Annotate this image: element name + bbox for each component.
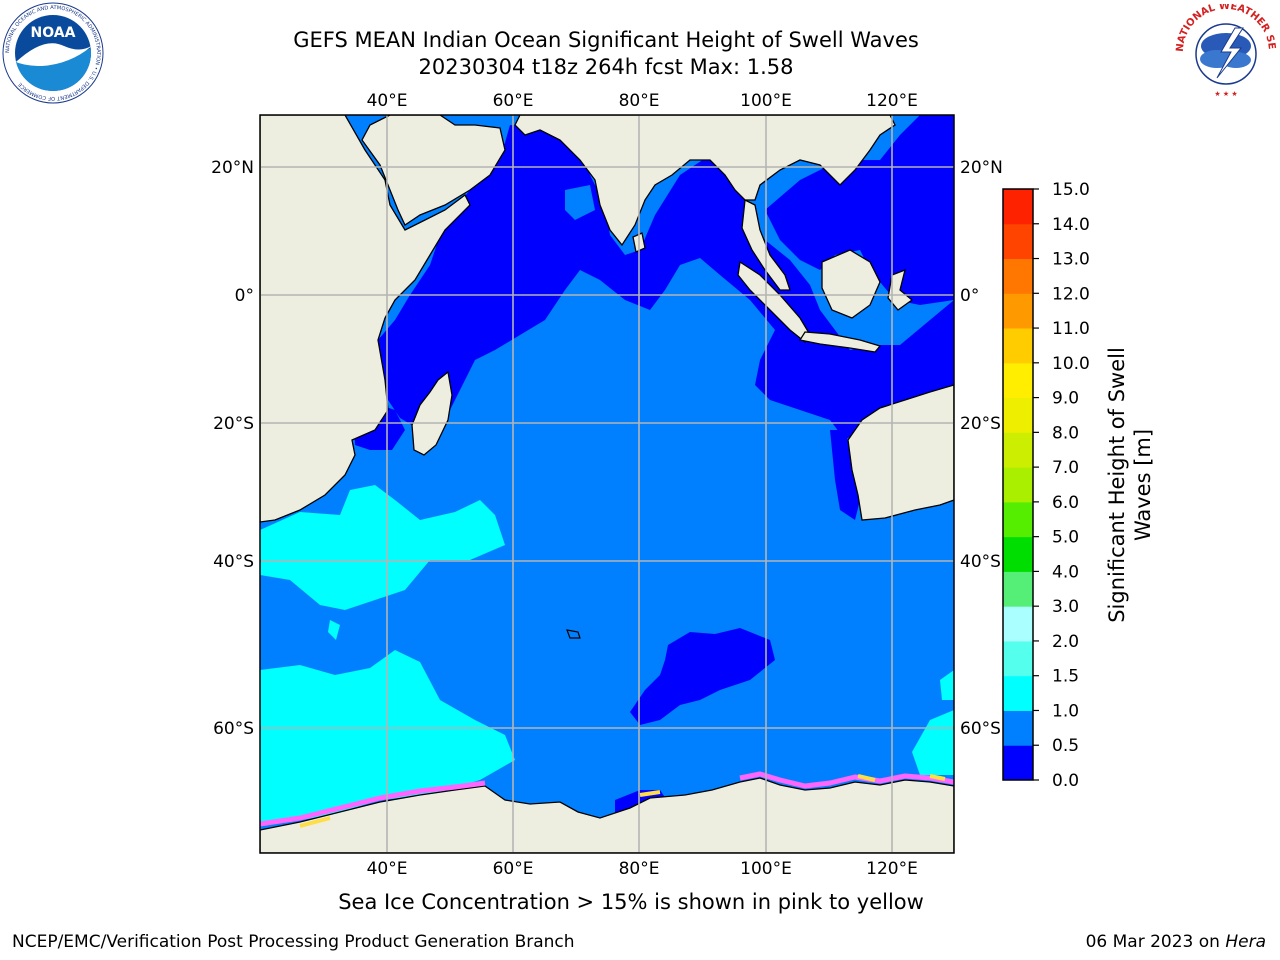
kerguelen-island [566,629,581,639]
lon-tick-bottom: 100°E [740,859,792,879]
lon-tick-top: 60°E [493,91,534,111]
colorbar-tick-label: 0.0 [1052,771,1079,791]
colorbar-tick-label: 12.0 [1052,284,1090,304]
land-masses [260,115,954,853]
lon-tick-top: 80°E [619,91,660,111]
colorbar-tick-label: 7.0 [1052,458,1079,478]
lat-tick-left: 60°S [213,719,254,739]
colorbar-tick-label: 13.0 [1052,250,1090,270]
footer-date: 06 Mar 2023 on Hera [1086,932,1266,952]
lat-tick-left: 40°S [213,552,254,572]
colorbar-segment [1003,640,1033,677]
svg-text:★ ★ ★: ★ ★ ★ [1214,90,1237,98]
sea-ice-edge [260,771,954,828]
lon-tick-top: 40°E [367,91,408,111]
lat-tick-left: 20°N [211,158,254,178]
colorbar-tick-label: 1.0 [1052,701,1079,721]
map-frame [259,114,955,854]
colorbar-segment [1003,501,1033,538]
nws-logo: NATIONAL WEATHER SERVICE ★ ★ ★ [1175,4,1277,98]
colorbar-title-line1: Significant Height of Swell [1105,347,1129,623]
footer-date-text: 06 Mar 2023 on [1085,932,1226,952]
colorbar-tick-label: 0.5 [1052,736,1079,756]
map-title: GEFS MEAN Indian Ocean Significant Heigh… [293,28,919,52]
noaa-logo: NATIONAL OCEANIC AND ATMOSPHERIC ADMINIS… [2,2,104,104]
colorbar-tick-label: 2.0 [1052,632,1079,652]
colorbar-tick-label: 11.0 [1052,319,1090,339]
colorbar-segment [1003,606,1033,642]
colorbar-frame [1002,188,1034,781]
colorbar-tick-label: 10.0 [1052,354,1090,374]
colorbar-segment [1003,745,1033,781]
sea-ice-caption: Sea Ice Concentration > 15% is shown in … [338,890,924,914]
colorbar-segment [1003,189,1033,225]
footer-producer: NCEP/EMC/Verification Post Processing Pr… [12,932,575,952]
lon-tick-bottom: 40°E [367,859,408,879]
colorbar-tick-label: 6.0 [1052,493,1079,513]
colorbar-tick-label: 14.0 [1052,215,1090,235]
colorbar-segment [1003,432,1033,468]
graticule [260,115,954,853]
colorbar-labels: 0.0 0.5 1.0 1.5 2.0 3.0 4.0 5.0 6.0 7.0 8.0 9.0 10.0… [1052,180,1090,791]
colorbar-segment [1003,536,1033,572]
lon-tick-bottom: 80°E [619,859,660,879]
colorbar-tick-label: 1.5 [1052,667,1079,687]
colorbar-segment [1003,571,1033,607]
colorbar [1002,188,1039,781]
colorbar-tick-label: 3.0 [1052,597,1079,617]
colorbar-tick-label: 8.0 [1052,423,1079,443]
colorbar-segment [1003,223,1033,260]
colorbar-tick-label: 5.0 [1052,528,1079,548]
lon-tick-top: 120°E [866,91,918,111]
lat-tick-right: 20°N [960,158,1003,178]
colorbar-segment [1003,258,1033,294]
footer-host: Hera [1225,932,1266,952]
lat-tick-right: 60°S [960,719,1001,739]
colorbar-segment [1003,675,1033,711]
colorbar-segment [1003,397,1033,433]
lat-tick-left: 20°S [213,414,254,434]
map-plot-area [260,115,954,853]
colorbar-segment [1003,328,1033,364]
lon-tick-bottom: 60°E [493,859,534,879]
colorbar-tick-label: 4.0 [1052,562,1079,582]
colorbar-segment [1003,710,1033,746]
lat-tick-left: 0° [235,286,254,306]
colorbar-title-line2: Waves [m] [1131,429,1155,541]
lat-tick-right: 20°S [960,414,1001,434]
lat-tick-right: 40°S [960,552,1001,572]
colorbar-tick-label: 15.0 [1052,180,1090,200]
colorbar-segment [1003,293,1033,329]
colorbar-segment [1003,467,1033,503]
colorbar-tick-label: 9.0 [1052,389,1079,409]
lat-tick-right: 0° [960,286,979,306]
noaa-logo-text: NOAA [31,25,76,41]
forecast-subtitle: 20230304 t18z 264h fcst Max: 1.58 [418,55,794,79]
lon-tick-top: 100°E [740,91,792,111]
colorbar-segment [1003,362,1033,399]
lon-tick-bottom: 120°E [866,859,918,879]
